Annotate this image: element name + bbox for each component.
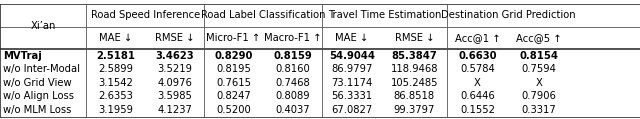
Text: MVTraj: MVTraj: [3, 51, 42, 61]
Text: 0.6630: 0.6630: [458, 51, 497, 61]
Text: Acc@5 ↑: Acc@5 ↑: [516, 33, 562, 43]
Text: Travel Time Estimation: Travel Time Estimation: [328, 10, 441, 20]
Text: 67.0827: 67.0827: [332, 105, 372, 115]
Text: 105.2485: 105.2485: [390, 78, 438, 88]
Text: w/o MLM Loss: w/o MLM Loss: [3, 105, 72, 115]
Text: 73.1174: 73.1174: [332, 78, 372, 88]
Text: w/o Inter-Modal: w/o Inter-Modal: [3, 64, 80, 74]
Text: 0.5200: 0.5200: [216, 105, 251, 115]
Text: Acc@1 ↑: Acc@1 ↑: [454, 33, 500, 43]
Text: MAE ↓: MAE ↓: [335, 33, 369, 43]
Text: Destination Grid Prediction: Destination Grid Prediction: [441, 10, 575, 20]
Text: 0.1552: 0.1552: [460, 105, 495, 115]
Text: 56.3331: 56.3331: [332, 91, 372, 101]
Text: 0.8159: 0.8159: [273, 51, 312, 61]
Text: 4.0976: 4.0976: [157, 78, 192, 88]
Text: 0.8247: 0.8247: [216, 91, 251, 101]
Text: RMSE ↓: RMSE ↓: [395, 33, 434, 43]
Text: 0.5784: 0.5784: [460, 64, 495, 74]
Text: 0.8160: 0.8160: [275, 64, 310, 74]
Text: 3.5219: 3.5219: [157, 64, 192, 74]
Text: Xi’an: Xi’an: [31, 21, 56, 31]
Text: 2.6353: 2.6353: [99, 91, 133, 101]
Text: 3.4623: 3.4623: [156, 51, 194, 61]
Text: 0.8290: 0.8290: [214, 51, 253, 61]
Text: 0.7594: 0.7594: [522, 64, 556, 74]
Text: 0.7906: 0.7906: [522, 91, 556, 101]
Text: X: X: [474, 78, 481, 88]
Text: X: X: [536, 78, 542, 88]
Text: 3.5985: 3.5985: [157, 91, 192, 101]
Text: Micro-F1 ↑: Micro-F1 ↑: [207, 33, 260, 43]
Text: w/o Grid View: w/o Grid View: [3, 78, 72, 88]
Text: 85.3847: 85.3847: [392, 51, 437, 61]
Text: 3.1959: 3.1959: [99, 105, 133, 115]
Text: 0.6446: 0.6446: [460, 91, 495, 101]
Text: 54.9044: 54.9044: [329, 51, 375, 61]
Text: 4.1237: 4.1237: [157, 105, 192, 115]
Text: RMSE ↓: RMSE ↓: [155, 33, 195, 43]
Text: 0.8195: 0.8195: [216, 64, 251, 74]
Text: MAE ↓: MAE ↓: [99, 33, 132, 43]
Text: 2.5899: 2.5899: [99, 64, 133, 74]
Text: Road Label Classification: Road Label Classification: [201, 10, 325, 20]
Text: 0.4037: 0.4037: [275, 105, 310, 115]
Text: 118.9468: 118.9468: [390, 64, 438, 74]
Text: 0.8089: 0.8089: [275, 91, 310, 101]
Text: Road Speed Inference: Road Speed Inference: [91, 10, 200, 20]
Text: w/o Align Loss: w/o Align Loss: [3, 91, 74, 101]
Text: 2.5181: 2.5181: [97, 51, 135, 61]
Text: 0.8154: 0.8154: [520, 51, 558, 61]
Text: 99.3797: 99.3797: [394, 105, 435, 115]
Text: 3.1542: 3.1542: [99, 78, 133, 88]
Text: 86.8518: 86.8518: [394, 91, 435, 101]
Text: 86.9797: 86.9797: [332, 64, 372, 74]
Text: 0.7468: 0.7468: [275, 78, 310, 88]
Text: 0.3317: 0.3317: [522, 105, 556, 115]
Text: 0.7615: 0.7615: [216, 78, 251, 88]
Text: Macro-F1 ↑: Macro-F1 ↑: [264, 33, 321, 43]
